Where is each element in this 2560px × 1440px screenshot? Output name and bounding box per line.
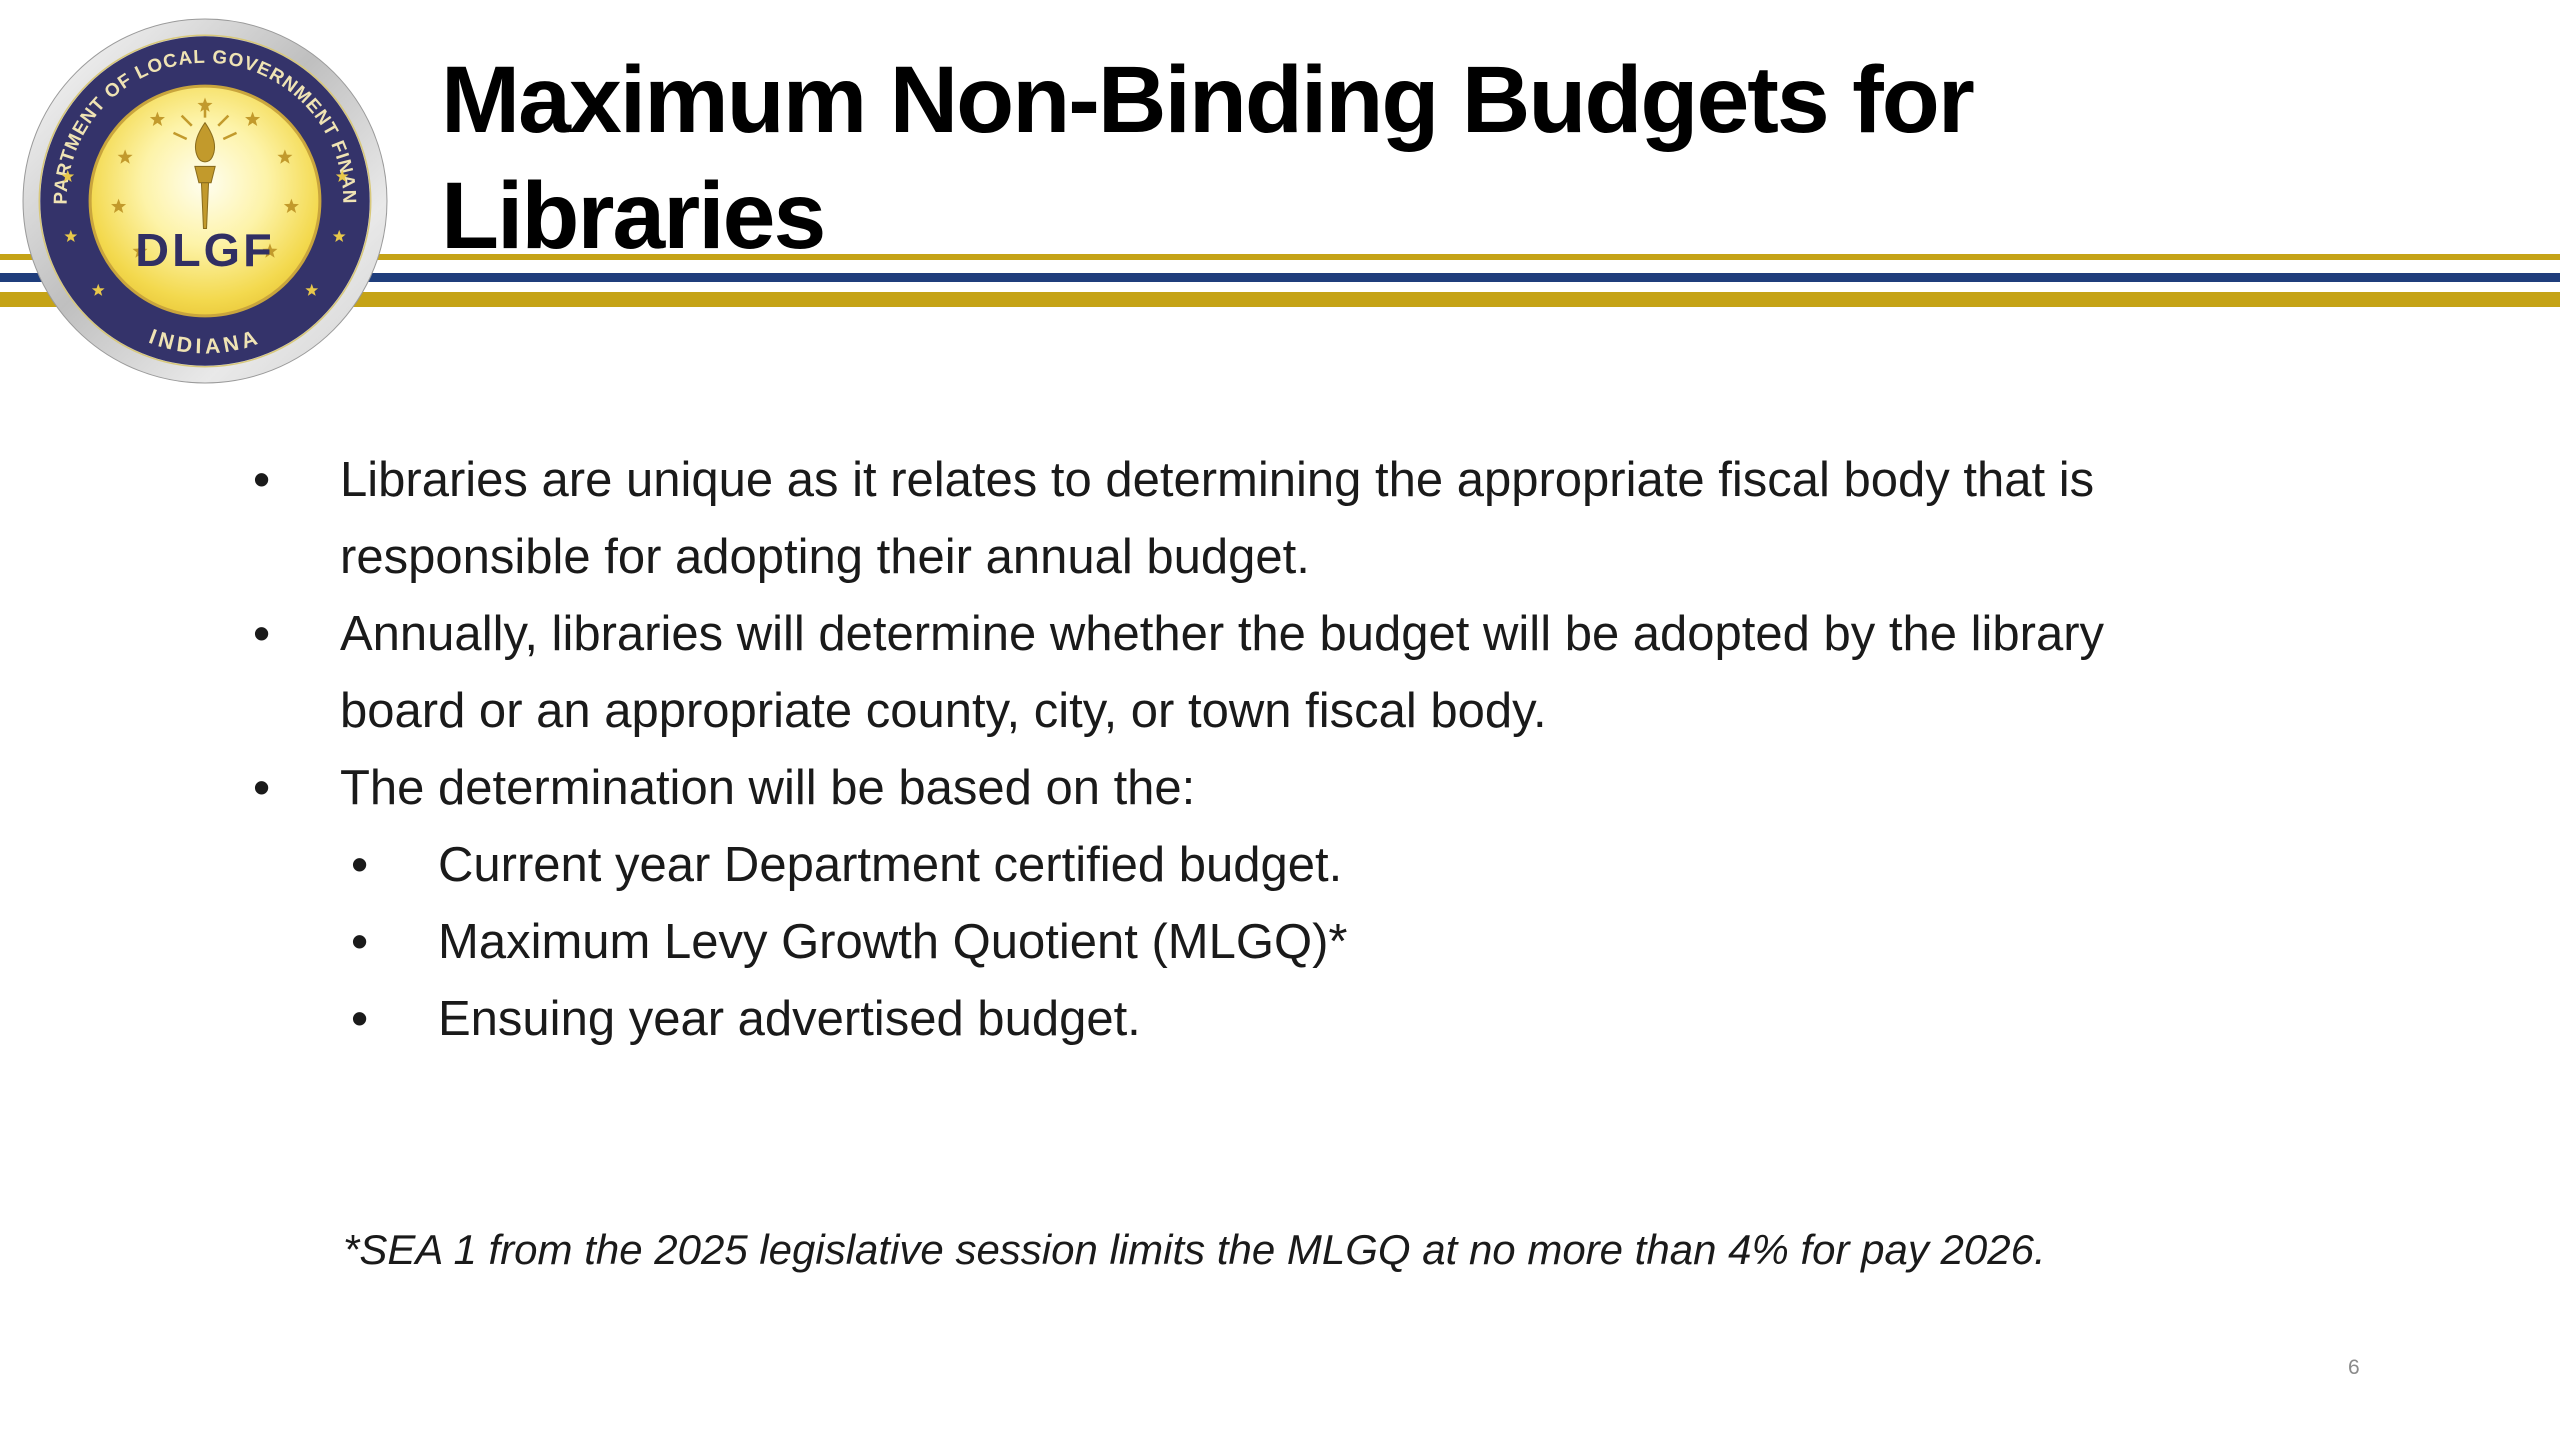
bullet-marker (351, 904, 438, 981)
sub-bullet-item: Ensuing year advertised budget. (351, 981, 2233, 1058)
stripe-navy (0, 273, 2560, 282)
sub-bullet-text: Maximum Levy Growth Quotient (MLGQ)* (438, 915, 1348, 969)
sub-bullet-item: Maximum Levy Growth Quotient (MLGQ)* (351, 904, 2233, 981)
stripe-gold-bottom (0, 292, 2560, 307)
bullet-marker (351, 981, 438, 1058)
bullet-text: Annually, libraries will determine wheth… (340, 607, 2105, 738)
dlgf-seal-logo: DEPARTMENT OF LOCAL GOVERNMENT FINANCE I… (22, 18, 388, 384)
bullet-list: Libraries are unique as it relates to de… (253, 442, 2233, 1058)
torch-rays (172, 105, 238, 141)
bullet-item: Libraries are unique as it relates to de… (253, 442, 2233, 596)
title-line-1: Maximum Non-Binding Budgets for (441, 47, 1975, 153)
bullet-marker (253, 750, 340, 827)
slide-title: Maximum Non-Binding Budgets for Librarie… (441, 42, 1975, 274)
bullet-text: The determination will be based on the: (340, 761, 1196, 815)
bullet-marker (253, 442, 340, 596)
footnote: *SEA 1 from the 2025 legislative session… (343, 1226, 2046, 1273)
sub-bullet-text: Current year Department certified budget… (438, 838, 1343, 892)
sub-bullet-item: Current year Department certified budget… (351, 827, 2233, 904)
title-line-2: Libraries (441, 163, 826, 269)
bullet-text: Libraries are unique as it relates to de… (340, 453, 2095, 584)
seal-acronym-text: DLGF (135, 224, 274, 276)
page-number: 6 (2348, 1356, 2360, 1379)
bullet-item: Annually, libraries will determine wheth… (253, 596, 2233, 750)
bullet-item: The determination will be based on the: (253, 750, 2233, 827)
bullet-marker (253, 596, 340, 750)
torch-icon (172, 105, 238, 229)
stripe-gold-top (0, 254, 2560, 260)
bullet-marker (351, 827, 438, 904)
sub-bullet-text: Ensuing year advertised budget. (438, 992, 1141, 1046)
